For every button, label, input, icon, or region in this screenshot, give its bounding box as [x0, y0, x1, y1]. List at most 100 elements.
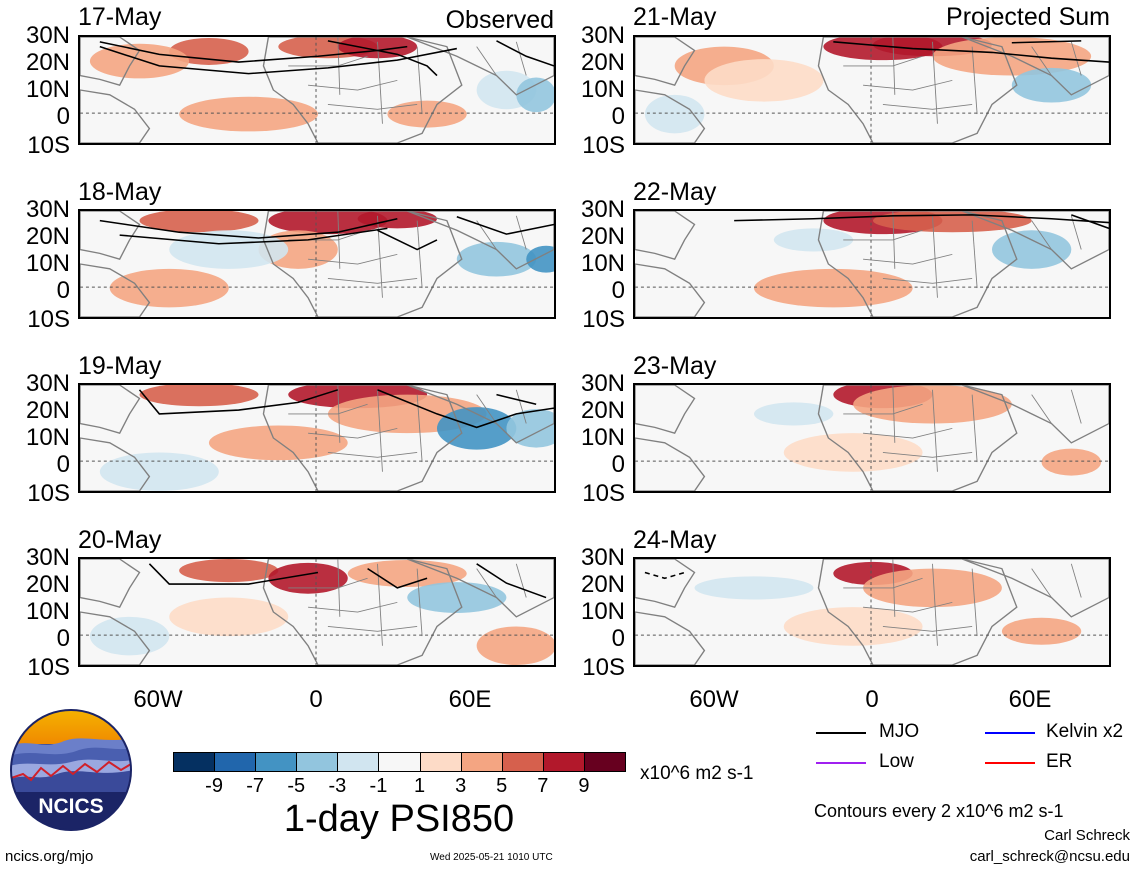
panel-type-observed: Observed	[445, 6, 554, 34]
country-border	[843, 55, 923, 67]
psi-anomaly-region	[783, 607, 923, 646]
country-border	[1070, 215, 1082, 250]
country-border	[416, 220, 423, 289]
psi-anomaly-region	[139, 385, 259, 407]
panel-date-6: 20-May	[78, 526, 162, 554]
psi-anomaly-region	[644, 94, 705, 134]
coastline	[80, 559, 141, 608]
country-border	[377, 389, 383, 472]
lon-tick-0-right: 0	[865, 686, 879, 713]
email: carl_schreck@ncsu.edu	[969, 848, 1130, 865]
lat-tick-label: 20N	[580, 223, 625, 250]
colorbar-swatch	[501, 752, 544, 772]
country-border	[1031, 568, 1052, 598]
country-border	[932, 563, 938, 646]
coastline	[406, 211, 554, 270]
country-border	[476, 46, 497, 76]
lat-tick-label: 10S	[582, 306, 625, 333]
country-border	[308, 601, 398, 613]
lat-tick-label: 10N	[580, 250, 625, 277]
lat-tick-label: 10S	[582, 132, 625, 159]
country-border	[971, 220, 978, 289]
mjo-contour	[1011, 40, 1082, 44]
psi-anomaly-region	[991, 230, 1072, 269]
panel-date-3: 22-May	[633, 178, 717, 206]
lat-tick-label: 10S	[582, 654, 625, 681]
country-border	[1031, 46, 1052, 76]
country-border	[932, 215, 938, 298]
legend-label-er: ER	[1046, 751, 1073, 772]
chart-title: 1-day PSI850	[283, 798, 515, 840]
psi-anomaly-region	[208, 425, 348, 461]
lat-tick-label: 10N	[580, 598, 625, 625]
coastline	[635, 437, 706, 491]
psi-anomaly-region	[179, 96, 318, 132]
coastline	[635, 89, 706, 143]
colorbar-label: 3	[455, 775, 467, 797]
mjo-contour	[496, 393, 537, 406]
lat-tick-label: 20N	[580, 397, 625, 424]
map-panel-21-may	[633, 35, 1111, 145]
psi-anomaly-region	[139, 211, 259, 233]
psi-anomaly-region	[169, 597, 289, 637]
colorbar-label: 1	[413, 775, 426, 797]
mjo-contour	[833, 41, 1109, 63]
colorbar-units: x10^6 m2 s-1	[640, 763, 754, 784]
lat-tick-label: 0	[611, 277, 625, 304]
lat-tick-label: 10N	[580, 424, 625, 451]
website: ncics.org/mjo	[5, 848, 94, 865]
coastline	[406, 37, 554, 96]
colorbar-swatch	[378, 752, 421, 772]
lat-tick-label: 10N	[25, 76, 70, 103]
country-border	[932, 389, 938, 472]
psi-anomaly-region	[109, 268, 229, 308]
lat-tick-label: 0	[611, 103, 625, 130]
mjo-contour	[377, 229, 438, 251]
psi-anomaly-region	[169, 230, 289, 269]
colorbar-swatch	[337, 752, 380, 772]
lon-tick-60w-left: 60W	[133, 686, 183, 713]
mjo-contour	[327, 40, 438, 77]
panel-type-projected: Projected Sum	[946, 3, 1110, 31]
psi-anomaly-region	[783, 433, 923, 472]
country-border	[882, 104, 973, 110]
map-panel-20-may	[78, 557, 556, 667]
coastline	[961, 37, 1109, 96]
country-border	[1070, 41, 1082, 76]
country-border	[971, 568, 978, 637]
colorbar-label: 9	[578, 775, 590, 797]
colorbar-label: -1	[369, 775, 388, 797]
coastline	[80, 211, 141, 260]
lat-tick-label: 10N	[580, 76, 625, 103]
country-border	[1031, 394, 1052, 424]
lat-tick-label: 20N	[580, 571, 625, 598]
country-border	[337, 385, 341, 443]
colorbar	[173, 752, 626, 772]
country-border	[288, 577, 368, 589]
country-border	[1070, 389, 1082, 424]
lat-tick-label: 30N	[25, 544, 70, 571]
country-border	[882, 278, 973, 284]
lat-tick-label: 0	[56, 625, 70, 652]
lat-tick-label: 30N	[25, 196, 70, 223]
lat-tick-label: 20N	[25, 397, 70, 424]
lat-tick-label: 0	[56, 451, 70, 478]
country-border	[1070, 563, 1082, 598]
coastline	[262, 385, 463, 491]
logo-text: NCICS	[38, 795, 103, 818]
lat-tick-label: 10S	[582, 480, 625, 507]
psi-anomaly-region	[1011, 67, 1092, 103]
map-panel-18-may	[78, 209, 556, 319]
colorbar-label: 5	[496, 775, 508, 797]
legend-label-low: Low	[879, 751, 914, 772]
country-border	[327, 278, 418, 284]
mjo-contour	[734, 214, 1109, 224]
colorbar-label: -9	[205, 775, 223, 797]
map-panel-19-may	[78, 383, 556, 493]
lon-tick-60e-left: 60E	[448, 686, 492, 713]
country-border	[971, 394, 978, 463]
author: Carl Schreck	[1044, 827, 1130, 844]
mjo-contour	[456, 216, 554, 235]
lat-tick-label: 10S	[27, 306, 70, 333]
psi-anomaly-region	[694, 576, 814, 600]
